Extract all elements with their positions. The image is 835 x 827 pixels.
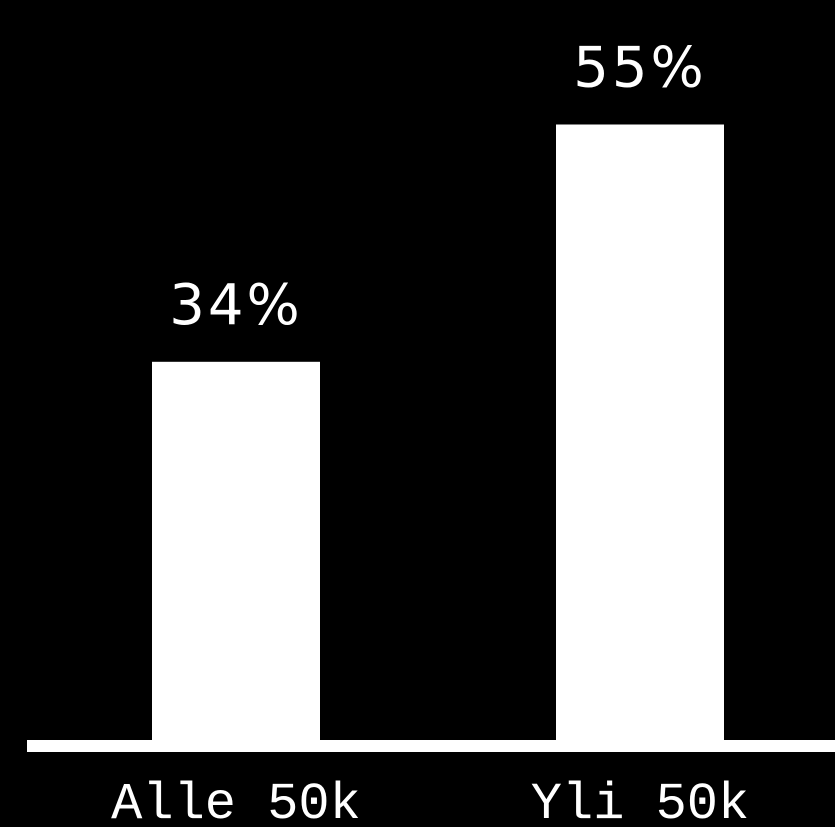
category-label-1: Alle 50k (111, 775, 361, 827)
bars (152, 124, 724, 746)
value-label-2: 55% (573, 36, 706, 101)
bar-2 (556, 124, 724, 746)
category-label-2: Yli 50k (531, 775, 749, 827)
value-label-1: 34% (169, 273, 302, 338)
category-labels: Alle 50k Yli 50k (111, 775, 749, 827)
bar-1 (152, 361, 320, 746)
value-labels: 34% 55% (169, 36, 706, 338)
